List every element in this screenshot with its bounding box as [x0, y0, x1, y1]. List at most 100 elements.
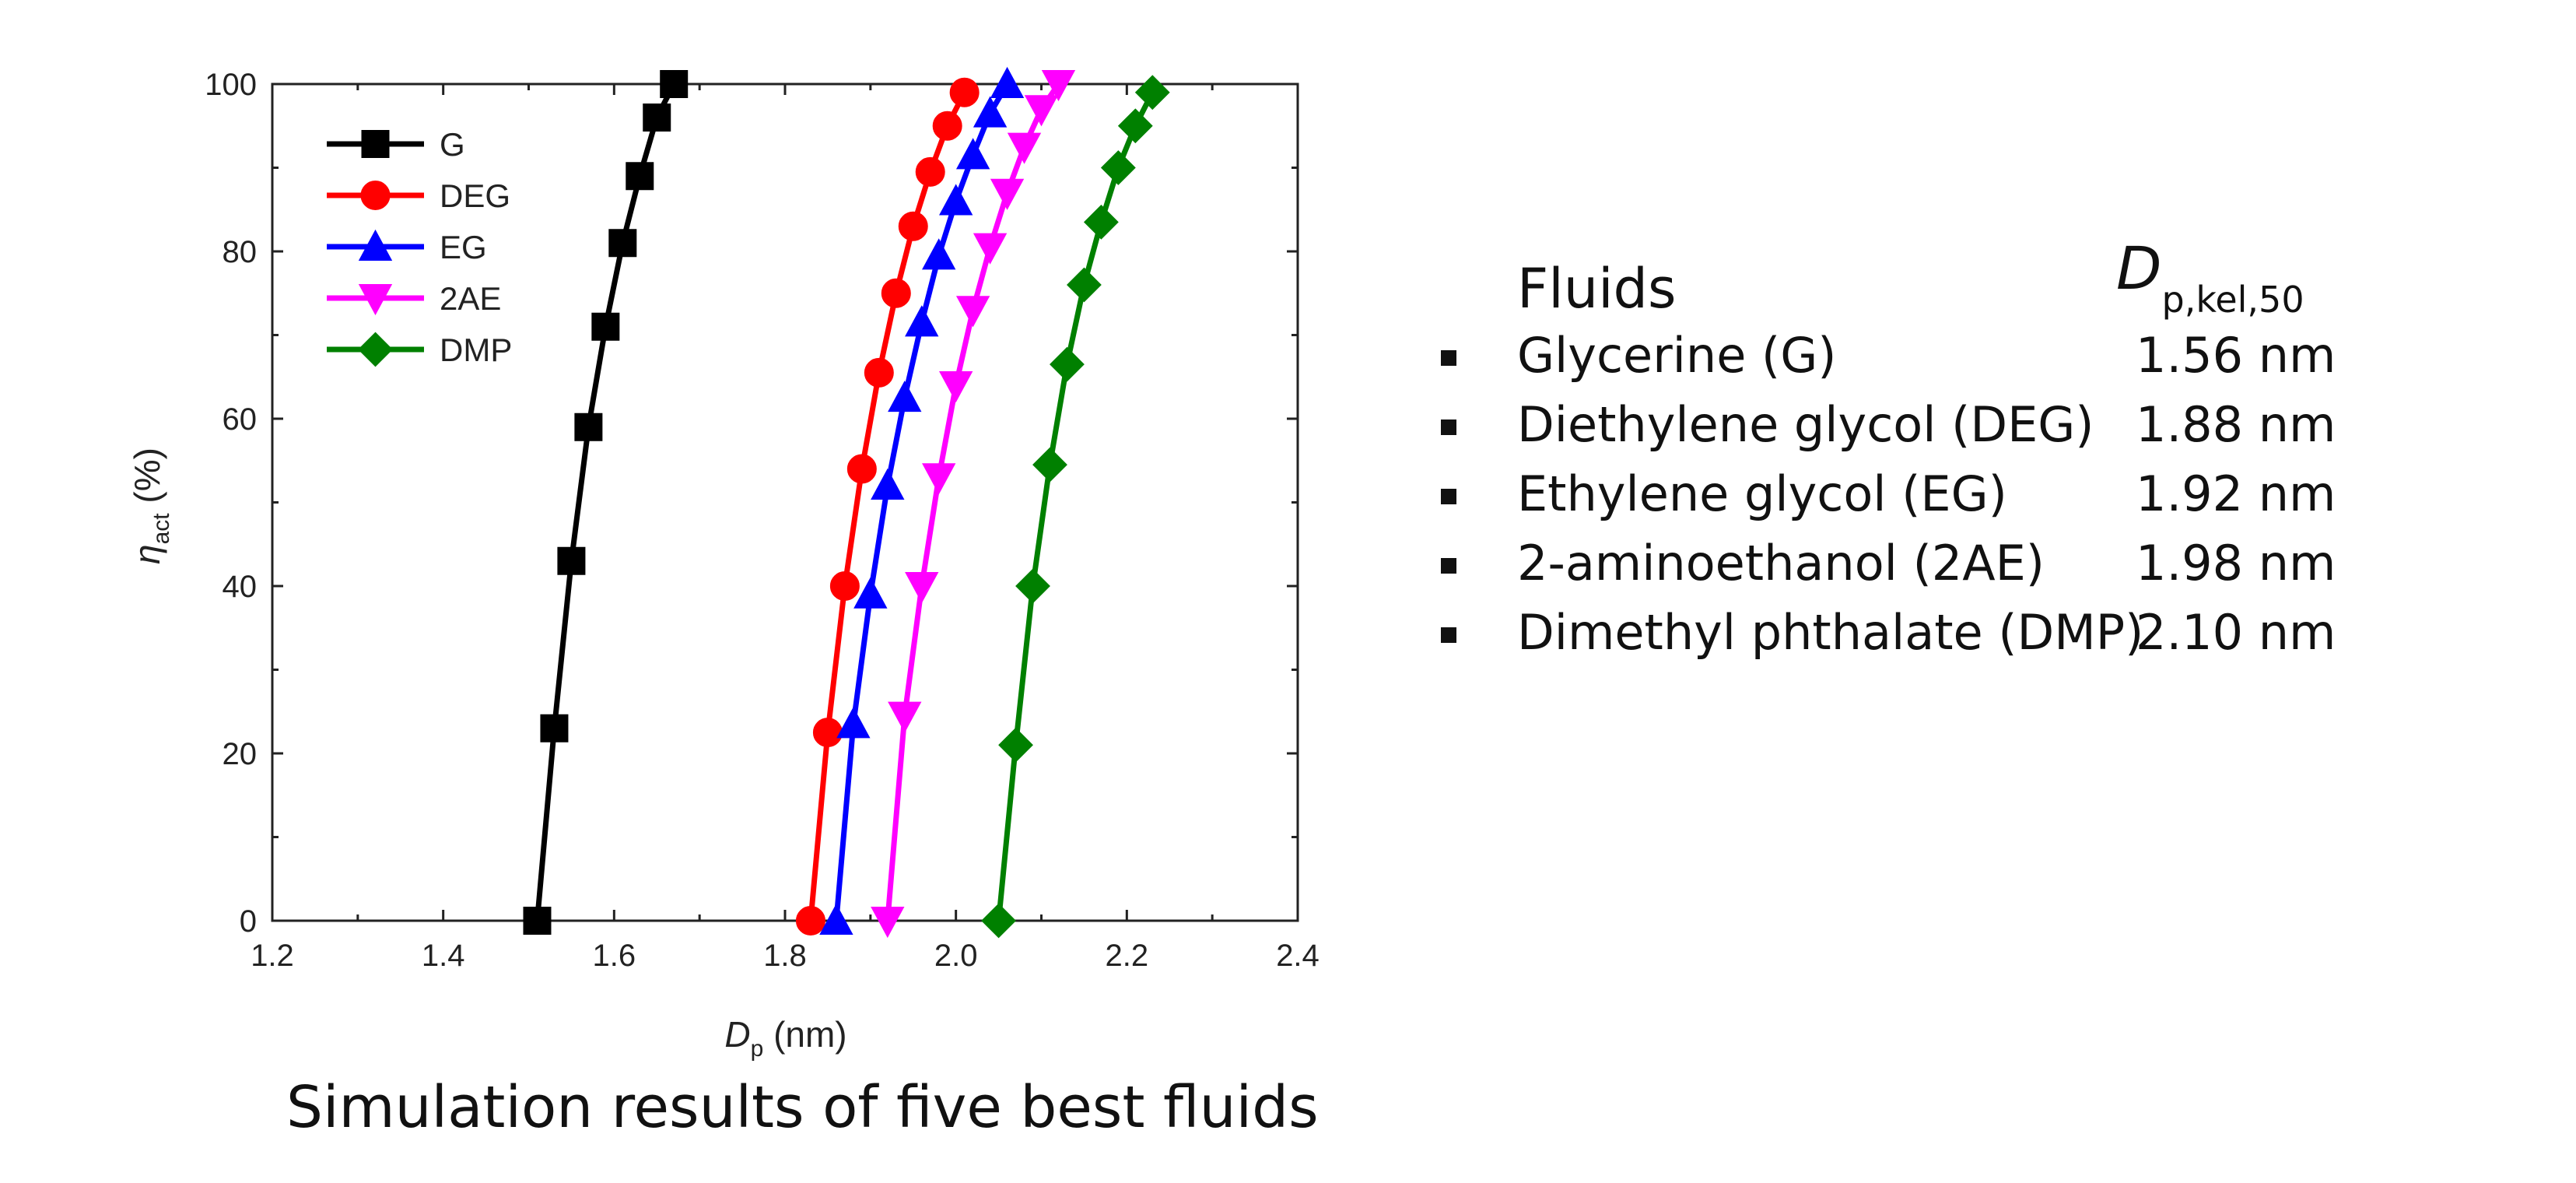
table-row: Diethylene glycol (DEG) 1.88 nm [1432, 396, 2365, 465]
data-point [819, 903, 853, 935]
fluid-name: Diethylene glycol (DEG) [1517, 396, 2094, 453]
data-point [932, 111, 962, 141]
data-point [1117, 108, 1153, 144]
data-point [938, 371, 973, 403]
legend-label: DMP [440, 332, 512, 368]
x-tick-label: 2.0 [934, 939, 978, 973]
legend-label: G [440, 126, 465, 163]
data-point [591, 312, 620, 341]
data-point [574, 412, 603, 441]
x-tick-label: 1.8 [763, 939, 807, 973]
y-tick-label: 100 [205, 68, 257, 102]
y-tick-label: 20 [223, 737, 258, 771]
x-tick-label: 2.4 [1276, 939, 1320, 973]
data-point [836, 707, 871, 739]
data-point [881, 278, 911, 308]
x-axis-label-unit: (nm) [763, 1014, 846, 1055]
table-row: Ethylene glycol (EG) 1.92 nm [1432, 465, 2365, 535]
bullet-icon [1441, 419, 1456, 435]
header-fluids: Fluids [1517, 257, 1677, 321]
data-point [523, 907, 552, 935]
data-point [1041, 70, 1076, 102]
table-row: Dimethyl phthalate (DMP) 2.10 nm [1432, 604, 2365, 673]
series-dmp [981, 75, 1170, 939]
legend-marker [358, 284, 393, 316]
data-point [973, 96, 1008, 128]
data-point [922, 238, 956, 270]
data-point [955, 138, 990, 170]
legend-label: 2AE [440, 280, 501, 317]
data-point [898, 211, 928, 241]
data-point [1083, 204, 1119, 240]
legend-marker [360, 181, 391, 210]
data-point [812, 718, 843, 748]
data-point [905, 305, 939, 337]
data-point [922, 463, 956, 495]
data-point [871, 468, 905, 500]
x-tick-label: 1.4 [422, 939, 465, 973]
data-point [915, 156, 945, 187]
x-tick-label: 1.6 [593, 939, 636, 973]
plot-frame [271, 82, 1299, 922]
data-point [660, 70, 689, 98]
series-2ae [871, 70, 1076, 939]
y-tick-label: 0 [240, 904, 257, 939]
legend-marker [358, 332, 393, 367]
legend-item: DEG [327, 177, 510, 214]
data-point [1032, 447, 1067, 483]
series-eg [819, 66, 1025, 935]
series-line [534, 82, 677, 921]
data-point [1067, 267, 1102, 303]
bullet-icon [1441, 350, 1456, 366]
data-point [949, 77, 980, 107]
fluid-name: Dimethyl phthalate (DMP) [1517, 604, 2144, 661]
data-point [608, 229, 637, 258]
data-point [626, 162, 654, 191]
activation-chart: G DEG EG 2AE DMP 1.2 1.4 1.6 1.8 2.0 2.2 2.4 0 20 40 6… [127, 66, 1320, 1062]
data-point [1007, 132, 1042, 164]
table-row: Glycerine (G) 1.56 nm [1432, 327, 2365, 396]
legend-marker [358, 229, 393, 261]
y-tick-label: 60 [223, 402, 258, 437]
data-point [905, 572, 939, 604]
bullet-icon [1441, 627, 1456, 643]
fluid-name: Glycerine (G) [1517, 327, 1837, 384]
x-axis-label: Dp (nm) [724, 1014, 846, 1062]
header-dp-main: D [2116, 233, 2162, 303]
legend-label: EG [440, 229, 487, 265]
x-tick-label: 1.2 [251, 939, 294, 973]
bullet-icon [1441, 558, 1456, 574]
data-point [990, 66, 1025, 98]
x-tick-label: 2.2 [1106, 939, 1149, 973]
data-point [990, 178, 1025, 210]
data-point [998, 727, 1033, 763]
data-point [643, 104, 671, 132]
legend-item: EG [327, 229, 487, 265]
bullet-icon [1441, 489, 1456, 504]
data-point [1100, 150, 1136, 185]
legend: G DEG EG 2AE DMP [327, 126, 512, 368]
fluid-name: Ethylene glycol (EG) [1517, 465, 2007, 522]
fluid-name: 2-aminoethanol (2AE) [1517, 535, 2045, 592]
header-dp-sub: p,kel,50 [2161, 279, 2304, 321]
series-g [523, 70, 689, 935]
fluid-value: 2.10 nm [2136, 604, 2336, 661]
figure-caption: Simulation results of five best fluids [286, 1074, 1319, 1141]
legend-marker [361, 130, 390, 158]
series-layer [523, 66, 1170, 939]
fluid-value: 1.56 nm [2136, 327, 2336, 384]
legend-label: DEG [440, 177, 510, 214]
table-row: 2-aminoethanol (2AE) 1.98 nm [1432, 535, 2365, 604]
y-axis-label: ηact (%) [127, 448, 174, 564]
data-point [829, 571, 860, 601]
data-point [981, 903, 1016, 939]
y-axis-label-unit: (%) [127, 448, 167, 513]
data-point [795, 906, 825, 936]
fluid-value: 1.98 nm [2136, 535, 2336, 592]
tick-labels: 1.2 1.4 1.6 1.8 2.0 2.2 2.4 0 20 40 60 80 100 [205, 68, 1320, 973]
data-point [1134, 75, 1170, 111]
data-point [846, 454, 877, 484]
x-axis-label-sub: p [751, 1036, 764, 1062]
data-point [853, 577, 888, 609]
data-point [888, 381, 922, 412]
